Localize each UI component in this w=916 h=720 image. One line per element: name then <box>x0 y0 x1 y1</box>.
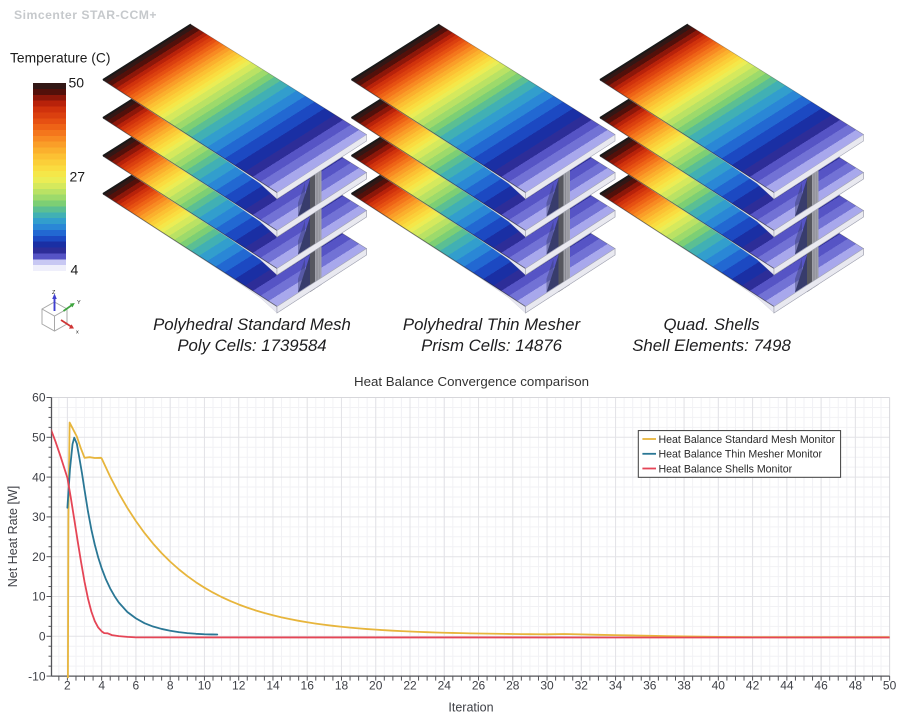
svg-text:Heat Balance Shells Monitor: Heat Balance Shells Monitor <box>659 463 793 475</box>
svg-text:Quad. Shells: Quad. Shells <box>663 315 760 334</box>
svg-text:Simcenter STAR-CCM+: Simcenter STAR-CCM+ <box>14 8 157 22</box>
svg-text:40: 40 <box>712 679 726 693</box>
svg-text:Shell Elements: 7498: Shell Elements: 7498 <box>632 336 791 355</box>
svg-text:48: 48 <box>849 679 863 693</box>
svg-text:20: 20 <box>32 550 46 564</box>
svg-text:8: 8 <box>167 679 174 693</box>
svg-text:Temperature (C): Temperature (C) <box>10 51 110 66</box>
svg-text:10: 10 <box>198 679 212 693</box>
svg-text:Polyhedral Standard Mesh: Polyhedral Standard Mesh <box>153 315 351 334</box>
svg-text:14: 14 <box>266 679 280 693</box>
svg-text:Heat Balance Convergence compa: Heat Balance Convergence comparison <box>354 374 589 389</box>
svg-text:Poly Cells: 1739584: Poly Cells: 1739584 <box>177 336 326 355</box>
svg-text:10: 10 <box>32 590 46 604</box>
svg-text:32: 32 <box>575 679 589 693</box>
svg-text:60: 60 <box>32 391 46 405</box>
svg-text:Heat Balance Standard Mesh Mon: Heat Balance Standard Mesh Monitor <box>659 434 836 446</box>
svg-text:28: 28 <box>506 679 520 693</box>
svg-text:38: 38 <box>677 679 691 693</box>
svg-text:27: 27 <box>70 169 86 185</box>
svg-text:30: 30 <box>32 510 46 524</box>
svg-text:Iteration: Iteration <box>448 701 493 715</box>
svg-text:Prism Cells: 14876: Prism Cells: 14876 <box>421 336 562 355</box>
svg-text:36: 36 <box>643 679 657 693</box>
svg-text:-10: -10 <box>28 669 46 683</box>
svg-text:50: 50 <box>32 431 46 445</box>
svg-text:2: 2 <box>64 679 71 693</box>
svg-text:Polyhedral Thin Mesher: Polyhedral Thin Mesher <box>403 315 582 334</box>
svg-text:26: 26 <box>472 679 486 693</box>
svg-text:46: 46 <box>814 679 828 693</box>
svg-text:34: 34 <box>609 679 623 693</box>
svg-text:30: 30 <box>540 679 554 693</box>
svg-text:20: 20 <box>369 679 383 693</box>
svg-text:Y: Y <box>77 300 81 306</box>
svg-text:0: 0 <box>39 630 46 644</box>
svg-text:Z: Z <box>52 290 56 296</box>
svg-text:16: 16 <box>301 679 315 693</box>
svg-text:6: 6 <box>133 679 140 693</box>
svg-text:40: 40 <box>32 470 46 484</box>
svg-text:42: 42 <box>746 679 760 693</box>
svg-text:12: 12 <box>232 679 246 693</box>
svg-text:Net Heat Rate [W]: Net Heat Rate [W] <box>6 486 20 587</box>
svg-text:50: 50 <box>69 74 85 90</box>
svg-text:24: 24 <box>438 679 452 693</box>
svg-text:Heat Balance Thin Mesher Monit: Heat Balance Thin Mesher Monitor <box>659 449 823 461</box>
svg-text:4: 4 <box>71 262 79 278</box>
svg-text:x: x <box>76 330 79 336</box>
svg-text:22: 22 <box>403 679 417 693</box>
svg-text:4: 4 <box>98 679 105 693</box>
svg-text:50: 50 <box>883 679 897 693</box>
svg-text:44: 44 <box>780 679 794 693</box>
svg-text:18: 18 <box>335 679 349 693</box>
